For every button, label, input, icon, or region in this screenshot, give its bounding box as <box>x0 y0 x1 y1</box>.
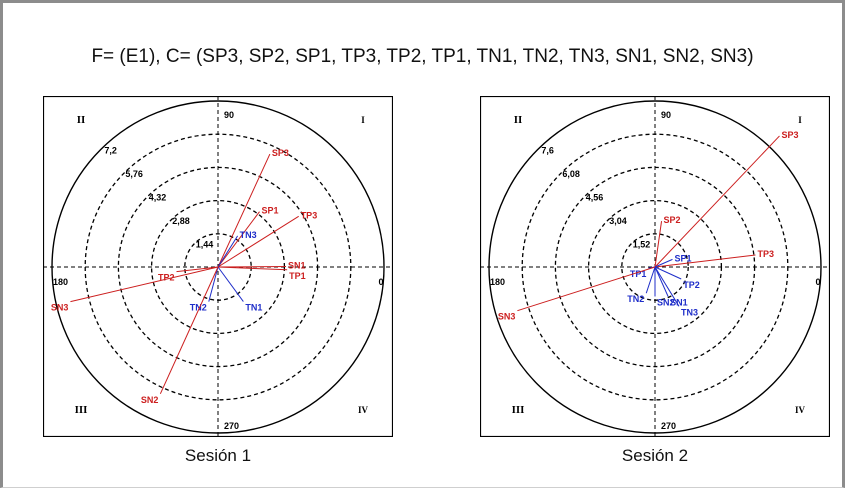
point-label-sn2: SN2 <box>141 395 159 405</box>
point-label-tp2: TP2 <box>683 280 700 290</box>
vector-tp2 <box>176 266 219 273</box>
ring-label-5: 7,2 <box>104 146 117 156</box>
point-label-sn3: SN3 <box>51 303 69 313</box>
vector-tp3 <box>217 215 299 268</box>
angle-label-180: 180 <box>490 277 505 287</box>
vector-sp3 <box>217 153 271 268</box>
vector-tn3 <box>217 235 239 268</box>
vector-sp1 <box>217 211 260 268</box>
caption-session-1: Sesión 1 <box>184 446 252 465</box>
vector-tp3 <box>654 254 756 268</box>
quadrant-label-I: I <box>361 115 365 125</box>
quadrant-label-II: II <box>514 114 523 126</box>
point-label-tn2: TN2 <box>190 303 207 313</box>
quadrant-label-III: III <box>512 404 525 416</box>
ring-label-4: 5,76 <box>125 169 143 179</box>
angle-label-0: 0 <box>815 277 820 287</box>
vector-sp1 <box>654 258 673 268</box>
quadrant-label-IV: IV <box>795 405 806 415</box>
point-label-tn3: TN3 <box>681 307 698 317</box>
quadrant-label-II: II <box>77 114 86 126</box>
point-label-tp2: TP2 <box>158 273 175 283</box>
vector-tn2 <box>208 266 219 302</box>
ring-label-5: 7,6 <box>541 146 554 156</box>
point-label-tp1: TP1 <box>289 271 306 281</box>
caption-session-2: Sesión 2 <box>621 446 689 465</box>
vector-sn3 <box>517 266 656 312</box>
figure-title: F= (E1), C= (SP3, SP2, SP1, TP3, TP2, TP… <box>91 46 754 67</box>
point-label-tn3: TN3 <box>240 230 257 240</box>
ring-label-4: 6,08 <box>562 169 580 179</box>
vector-tn1 <box>217 266 244 302</box>
point-label-sp3: SP3 <box>782 130 799 140</box>
point-label-sp1: SP1 <box>262 206 279 216</box>
point-label-tp3: TP3 <box>301 210 318 220</box>
point-label-sn1: SN1 <box>288 261 306 271</box>
vector-tp2 <box>654 266 682 280</box>
point-label-sp2: SP2 <box>664 215 681 225</box>
ring-label-3: 4,56 <box>586 193 604 203</box>
point-label-sn3: SN3 <box>498 312 516 322</box>
vector-sp2 <box>654 221 663 268</box>
vector-tp1 <box>217 266 288 271</box>
angle-label-270: 270 <box>661 421 676 431</box>
point-label-tp3: TP3 <box>757 249 774 259</box>
quadrant-label-IV: IV <box>358 405 369 415</box>
point-label-tn2: TN2 <box>627 294 644 304</box>
ring-label-3: 4,32 <box>149 193 167 203</box>
point-label-tp1: TP1 <box>630 269 647 279</box>
vector-sp3 <box>654 135 780 268</box>
vector-sn1 <box>654 266 669 297</box>
vector-sn2 <box>159 266 219 395</box>
point-label-sn2: SN2 <box>657 297 675 307</box>
point-label-sn1: SN1 <box>670 297 688 307</box>
angle-label-90: 90 <box>224 110 234 120</box>
angle-label-0: 0 <box>378 277 383 287</box>
quadrant-label-I: I <box>798 115 802 125</box>
vector-tn3 <box>654 266 680 307</box>
angle-label-90: 90 <box>661 110 671 120</box>
vector-sn3 <box>70 266 219 303</box>
ring-label-2: 2,88 <box>172 216 190 226</box>
point-label-sp3: SP3 <box>272 148 289 158</box>
ring-label-1: 1,52 <box>633 240 651 250</box>
angle-label-270: 270 <box>224 421 239 431</box>
point-label-tn1: TN1 <box>245 303 262 313</box>
vector-tn2 <box>645 266 656 294</box>
ring-label-2: 3,04 <box>609 216 627 226</box>
point-label-sp1: SP1 <box>674 253 691 263</box>
ring-label-1: 1,44 <box>196 240 214 250</box>
angle-label-180: 180 <box>53 277 68 287</box>
quadrant-label-III: III <box>75 404 88 416</box>
